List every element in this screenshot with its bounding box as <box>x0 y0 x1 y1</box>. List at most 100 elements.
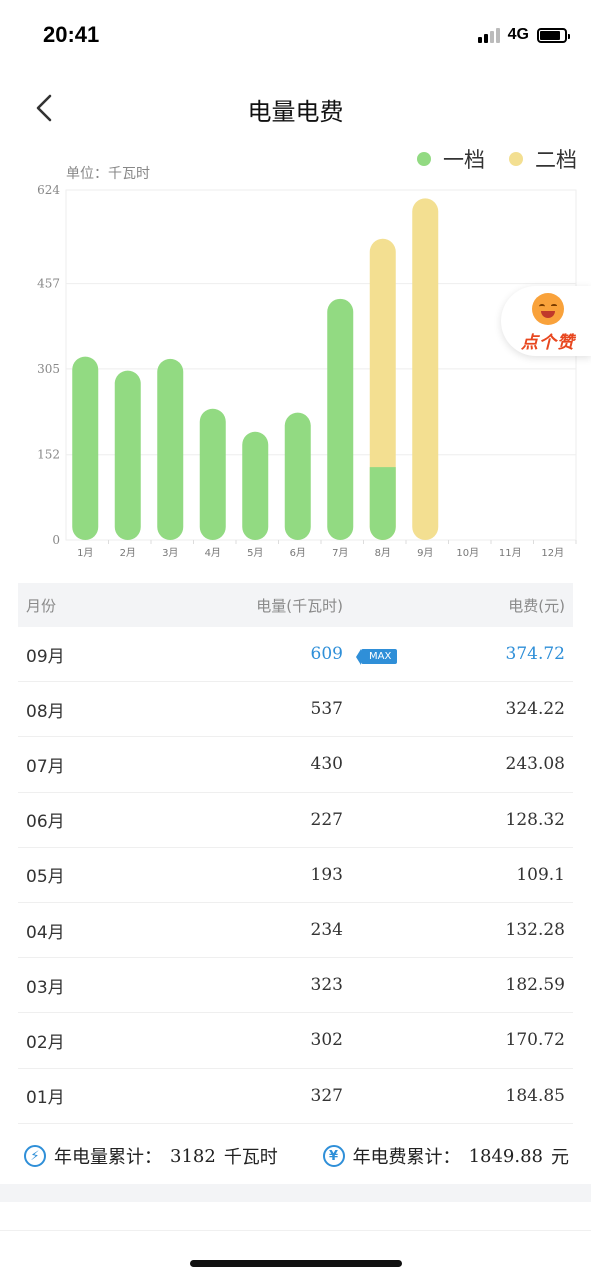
row-month: 03月 <box>26 977 65 998</box>
table-row[interactable]: 02月 302 170.72 <box>18 1013 573 1069</box>
row-fee: 184.85 <box>505 1085 565 1106</box>
bar-tier1[interactable] <box>199 408 226 540</box>
table-row[interactable]: 01月 327 184.85 <box>18 1069 573 1124</box>
row-month: 02月 <box>26 1032 65 1053</box>
bar-tier1[interactable] <box>284 412 311 540</box>
bar-tier1[interactable] <box>157 358 184 540</box>
row-fee: 374.72 <box>505 644 565 665</box>
row-month: 09月 <box>26 646 65 667</box>
row-month: 01月 <box>26 1088 65 1109</box>
row-month: 05月 <box>26 867 65 888</box>
row-month: 08月 <box>26 701 65 722</box>
back-button[interactable] <box>28 90 64 126</box>
lightning-icon: ⚡ <box>24 1145 46 1167</box>
home-indicator[interactable] <box>190 1260 402 1267</box>
bar-tier1[interactable] <box>114 370 141 540</box>
table-row[interactable]: 07月 430 243.08 <box>18 737 573 793</box>
bar-tier2[interactable] <box>412 198 439 541</box>
annual-summary: ⚡ 年电量累计： 3182 千瓦时 ¥ 年电费累计： 1849.88 元 <box>24 1140 569 1172</box>
y-tick-label: 152 <box>37 448 60 462</box>
annual-kwh-value: 3182 <box>170 1145 216 1167</box>
row-kwh: 537 <box>310 699 343 720</box>
annual-fee-value: 1849.88 <box>468 1145 543 1167</box>
x-tick-label: 10月 <box>456 547 479 559</box>
table-row[interactable]: 05月 193 109.1 <box>18 848 573 903</box>
y-tick-label: 457 <box>37 277 60 291</box>
bar-tier1[interactable] <box>327 298 354 540</box>
table-header: 月份 电量(千瓦时) 电费(元) <box>18 583 573 627</box>
nav-bar: 电量电费 <box>0 80 591 136</box>
bar-tier1[interactable] <box>72 356 99 540</box>
table-row[interactable]: 03月 323 182.59 <box>18 958 573 1014</box>
bottom-divider <box>0 1230 591 1231</box>
bar-tier1[interactable] <box>369 467 396 540</box>
annual-fee-summary: ¥ 年电费累计： 1849.88 元 <box>322 1143 569 1169</box>
row-month: 06月 <box>26 812 65 833</box>
row-month: 04月 <box>26 922 65 943</box>
row-kwh: 609 <box>310 644 343 665</box>
x-tick-label: 7月 <box>332 547 348 559</box>
annual-kwh-summary: ⚡ 年电量累计： 3182 千瓦时 <box>24 1143 278 1169</box>
annual-fee-unit: 元 <box>551 1147 569 1168</box>
usage-table: 月份 电量(千瓦时) 电费(元) 09月 609 MAX 374.72 08月 … <box>18 583 573 1124</box>
table-row[interactable]: 09月 609 MAX 374.72 <box>18 627 573 683</box>
x-tick-label: 12月 <box>541 547 564 559</box>
y-tick-label: 0 <box>52 533 60 547</box>
table-row[interactable]: 08月 537 324.22 <box>18 682 573 738</box>
x-tick-label: 4月 <box>205 547 221 559</box>
battery-icon <box>537 27 570 43</box>
legend-dot-tier2 <box>509 152 523 166</box>
header-month: 月份 <box>26 596 57 615</box>
row-fee: 109.1 <box>516 864 565 885</box>
row-month: 07月 <box>26 756 65 777</box>
plot-frame <box>65 189 577 541</box>
annual-fee-label: 年电费累计： <box>352 1147 461 1168</box>
like-badge[interactable]: 点个赞 <box>501 286 591 356</box>
signal-icon <box>477 27 500 43</box>
max-tag: MAX <box>355 649 398 666</box>
legend-label-tier1: 一档 <box>443 148 485 172</box>
table-row[interactable]: 06月 227 128.32 <box>18 793 573 848</box>
x-tick-label: 5月 <box>247 547 263 559</box>
row-kwh: 234 <box>310 920 343 941</box>
like-badge-label: 点个赞 <box>521 333 575 353</box>
row-kwh: 430 <box>310 754 343 775</box>
status-bar: 20:41 4G <box>0 0 591 70</box>
chart-unit-label: 单位：千瓦时 <box>66 166 150 182</box>
row-kwh: 193 <box>310 864 343 885</box>
row-fee: 182.59 <box>505 975 565 996</box>
bar-tier1[interactable] <box>242 431 269 540</box>
row-fee: 324.22 <box>505 699 565 720</box>
x-tick-label: 6月 <box>290 547 306 559</box>
x-tick-label: 1月 <box>77 547 93 559</box>
network-label: 4G <box>507 26 529 43</box>
x-tick-label: 8月 <box>375 547 391 559</box>
smile-face-icon <box>532 293 564 325</box>
row-kwh: 302 <box>310 1030 343 1051</box>
x-tick-label: 9月 <box>417 547 433 559</box>
status-indicators: 4G <box>477 26 570 44</box>
section-divider <box>0 1184 591 1202</box>
chart-legend: 一档 二档 <box>417 144 577 174</box>
row-fee: 132.28 <box>505 920 565 941</box>
table-row[interactable]: 04月 234 132.28 <box>18 903 573 959</box>
page-title: 电量电费 <box>247 98 344 126</box>
row-kwh: 327 <box>310 1085 343 1106</box>
legend-item-tier2[interactable]: 二档 <box>509 144 577 174</box>
legend-item-tier1[interactable]: 一档 <box>417 144 485 174</box>
x-tick-label: 3月 <box>162 547 178 559</box>
yen-icon: ¥ <box>322 1145 345 1167</box>
y-tick-label: 624 <box>37 183 60 197</box>
row-fee: 243.08 <box>505 754 565 775</box>
bar-tier2[interactable] <box>369 238 396 540</box>
legend-label-tier2: 二档 <box>535 148 577 172</box>
chevron-left-icon <box>36 94 52 122</box>
status-time: 20:41 <box>43 22 100 47</box>
legend-dot-tier1 <box>417 152 431 166</box>
row-kwh: 323 <box>310 975 343 996</box>
header-fee: 电费(元) <box>508 596 565 615</box>
annual-kwh-unit: 千瓦时 <box>223 1147 278 1168</box>
x-tick-label: 11月 <box>499 547 522 559</box>
header-kwh: 电量(千瓦时) <box>256 596 343 615</box>
x-tick-label: 2月 <box>120 547 136 559</box>
